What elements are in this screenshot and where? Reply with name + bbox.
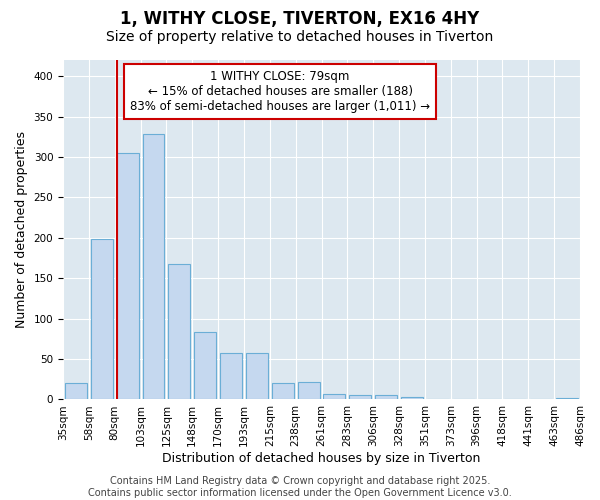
Bar xyxy=(65,384,87,400)
Bar xyxy=(246,354,268,400)
Text: Contains HM Land Registry data © Crown copyright and database right 2025.
Contai: Contains HM Land Registry data © Crown c… xyxy=(88,476,512,498)
Text: 1 WITHY CLOSE: 79sqm
← 15% of detached houses are smaller (188)
83% of semi-deta: 1 WITHY CLOSE: 79sqm ← 15% of detached h… xyxy=(130,70,430,113)
Bar xyxy=(194,332,216,400)
Bar xyxy=(427,398,449,400)
Text: 1, WITHY CLOSE, TIVERTON, EX16 4HY: 1, WITHY CLOSE, TIVERTON, EX16 4HY xyxy=(121,10,479,28)
Bar xyxy=(530,398,552,400)
Bar xyxy=(556,398,578,400)
Text: Size of property relative to detached houses in Tiverton: Size of property relative to detached ho… xyxy=(106,30,494,44)
Bar xyxy=(323,394,346,400)
Bar xyxy=(169,264,190,400)
Bar xyxy=(116,153,139,400)
Bar xyxy=(272,384,294,400)
Bar xyxy=(298,382,320,400)
Bar xyxy=(143,134,164,400)
X-axis label: Distribution of detached houses by size in Tiverton: Distribution of detached houses by size … xyxy=(163,452,481,465)
Bar xyxy=(505,398,526,400)
Bar xyxy=(375,396,397,400)
Bar xyxy=(401,397,423,400)
Bar xyxy=(220,354,242,400)
Bar xyxy=(479,398,500,400)
Bar xyxy=(91,240,113,400)
Bar xyxy=(349,396,371,400)
Y-axis label: Number of detached properties: Number of detached properties xyxy=(15,131,28,328)
Bar xyxy=(452,398,475,400)
